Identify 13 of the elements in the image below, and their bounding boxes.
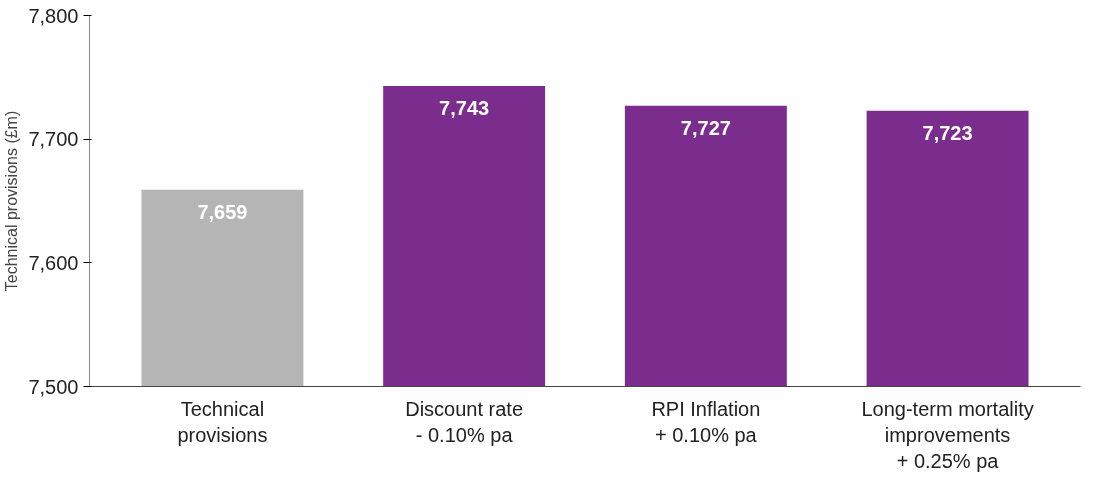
y-tick-label: 7,700 xyxy=(28,128,79,151)
x-tick-label: Discount rate - 0.10% pa xyxy=(405,397,524,446)
data-label: 7,723 xyxy=(922,121,973,144)
y-axis-title: Technical provisions (£m) xyxy=(3,110,21,292)
x-tick-label: Long-term mortality improvements + 0.25% pa xyxy=(861,397,1034,473)
y-tick-label: 7,600 xyxy=(28,251,79,274)
data-label: 7,743 xyxy=(439,96,490,119)
data-label: 7,727 xyxy=(680,116,731,139)
y-tick-label: 7,800 xyxy=(28,4,79,27)
y-tick-label: 7,500 xyxy=(28,375,79,398)
data-label: 7,659 xyxy=(197,200,248,223)
x-tick-label: RPI Inflation + 0.10% pa xyxy=(651,397,761,446)
x-tick-label: Technical provisions xyxy=(177,397,268,446)
